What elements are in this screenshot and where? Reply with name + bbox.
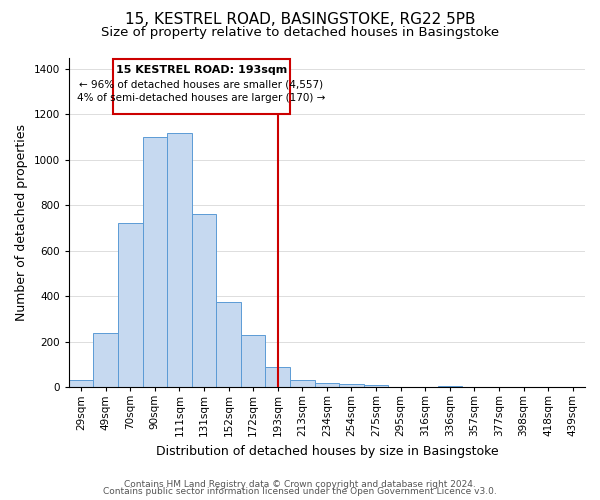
Bar — [314, 382, 339, 387]
Y-axis label: Number of detached properties: Number of detached properties — [15, 124, 28, 321]
X-axis label: Distribution of detached houses by size in Basingstoke: Distribution of detached houses by size … — [155, 444, 498, 458]
Text: ← 96% of detached houses are smaller (4,557): ← 96% of detached houses are smaller (4,… — [79, 79, 323, 89]
FancyBboxPatch shape — [113, 58, 290, 114]
Bar — [192, 214, 217, 387]
Bar — [143, 137, 167, 387]
Bar — [364, 385, 388, 387]
Bar — [167, 132, 192, 387]
Text: 15, KESTREL ROAD, BASINGSTOKE, RG22 5PB: 15, KESTREL ROAD, BASINGSTOKE, RG22 5PB — [125, 12, 475, 28]
Text: 4% of semi-detached houses are larger (170) →: 4% of semi-detached houses are larger (1… — [77, 92, 326, 102]
Text: Contains HM Land Registry data © Crown copyright and database right 2024.: Contains HM Land Registry data © Crown c… — [124, 480, 476, 489]
Bar — [265, 366, 290, 387]
Bar — [69, 380, 94, 387]
Bar — [241, 335, 265, 387]
Bar — [339, 384, 364, 387]
Text: 15 KESTREL ROAD: 193sqm: 15 KESTREL ROAD: 193sqm — [116, 66, 287, 76]
Text: Size of property relative to detached houses in Basingstoke: Size of property relative to detached ho… — [101, 26, 499, 39]
Text: Contains public sector information licensed under the Open Government Licence v3: Contains public sector information licen… — [103, 488, 497, 496]
Bar — [290, 380, 314, 387]
Bar — [437, 386, 462, 387]
Bar — [217, 302, 241, 387]
Bar — [118, 224, 143, 387]
Bar — [94, 332, 118, 387]
